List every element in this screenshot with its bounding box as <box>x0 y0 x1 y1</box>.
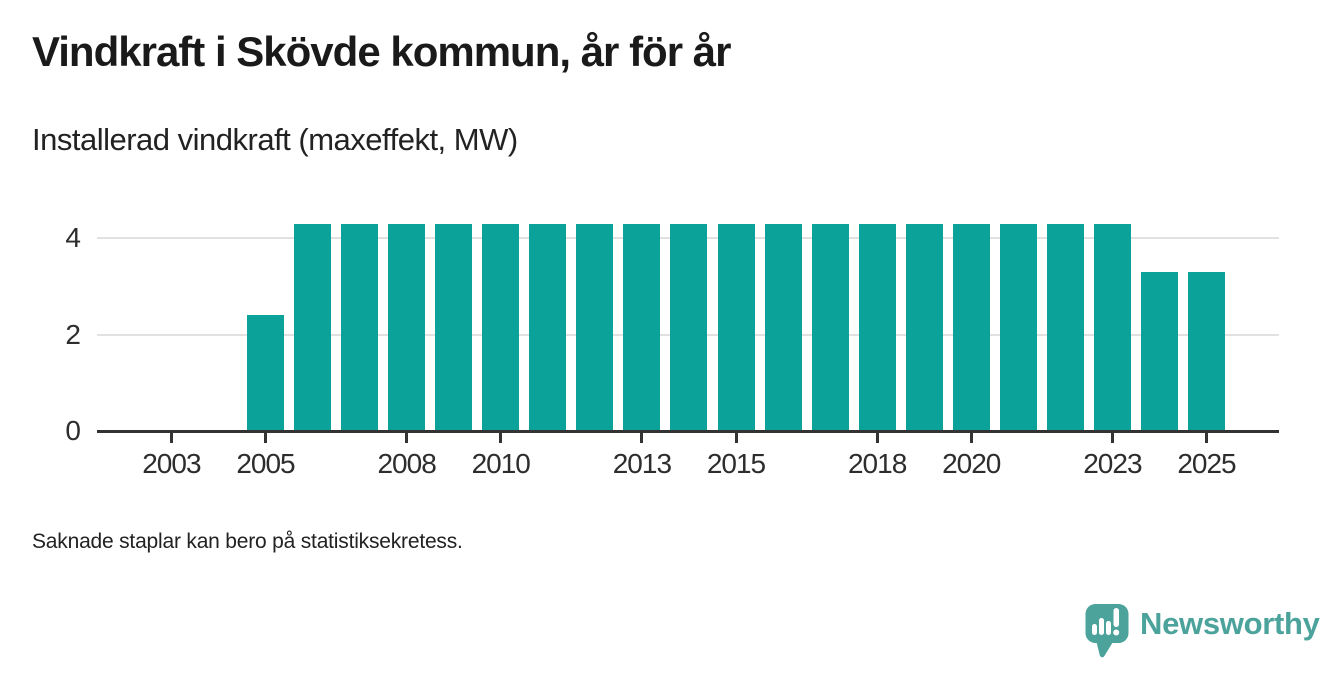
x-tick-label-2018: 2018 <box>847 448 907 479</box>
bar-2014 <box>670 224 707 431</box>
newsworthy-logo: Newsworthy <box>1084 602 1320 660</box>
x-tick-2008 <box>405 433 409 443</box>
x-tick-label-2025: 2025 <box>1177 448 1236 479</box>
x-axis-line <box>97 430 1279 433</box>
bar-2021 <box>1000 224 1037 431</box>
chart-subtitle: Installerad vindkraft (maxeffekt, MW) <box>32 122 518 157</box>
x-tick-label-2003: 2003 <box>142 448 201 479</box>
x-tick-label-2008: 2008 <box>377 448 436 479</box>
bar-2018 <box>859 224 896 431</box>
x-tick-label-2023: 2023 <box>1083 448 1142 479</box>
bar-2016 <box>765 224 802 431</box>
bar-2022 <box>1047 224 1084 431</box>
newsworthy-speech-bubble-barchart-icon <box>1085 604 1129 658</box>
x-tick-label-2015: 2015 <box>706 448 766 479</box>
x-tick-2015 <box>734 433 738 443</box>
bar-2017 <box>812 224 849 431</box>
y-tick-label-4: 4 <box>65 222 81 254</box>
x-tick-2020 <box>969 433 973 443</box>
x-tick-label-2010: 2010 <box>471 448 531 479</box>
x-tick-2013 <box>640 433 644 443</box>
x-tick-2018 <box>875 433 879 443</box>
x-tick-2023 <box>1110 433 1114 443</box>
bar-2024 <box>1141 272 1178 431</box>
y-tick-label-2: 2 <box>65 318 81 350</box>
x-tick-label-2005: 2005 <box>236 448 295 479</box>
chart-title: Vindkraft i Skövde kommun, år för år <box>32 28 731 75</box>
newsworthy-wordmark: Newsworthy <box>1140 606 1320 641</box>
x-tick-2025 <box>1205 433 1208 443</box>
x-tick-2003 <box>169 433 173 443</box>
bar-2006 <box>294 224 331 431</box>
bar-2025 <box>1188 272 1225 431</box>
bar-2005 <box>247 315 284 431</box>
bar-2019 <box>906 224 943 431</box>
bar-2007 <box>341 224 378 431</box>
x-tick-label-2013: 2013 <box>612 448 672 479</box>
x-tick-2010 <box>499 433 503 443</box>
y-tick-label-0: 0 <box>65 415 81 446</box>
bar-2010 <box>482 224 519 431</box>
x-tick-2005 <box>264 433 267 443</box>
chart-footnote: Saknade staplar kan bero på statistiksek… <box>32 530 463 553</box>
bar-2012 <box>576 224 613 431</box>
x-tick-label-2020: 2020 <box>942 448 1001 479</box>
bar-2015 <box>718 224 755 431</box>
bar-2023 <box>1094 224 1131 431</box>
bar-2013 <box>623 224 660 431</box>
bar-2009 <box>435 224 472 431</box>
bar-2008 <box>388 224 425 431</box>
bar-2011 <box>529 224 566 431</box>
bar-2020 <box>953 224 990 431</box>
